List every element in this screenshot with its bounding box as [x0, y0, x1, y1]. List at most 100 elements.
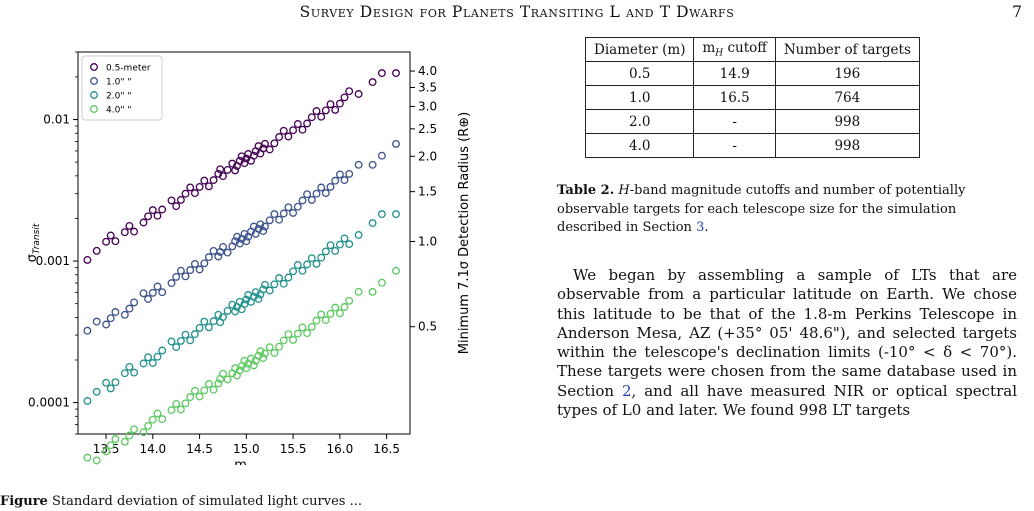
data-point — [284, 203, 293, 212]
data-point — [321, 106, 330, 115]
table-caption-text: -band magnitude cutoffs and number of po… — [557, 183, 966, 235]
data-point — [368, 287, 377, 296]
data-point — [354, 160, 363, 169]
data-point — [307, 254, 316, 263]
data-point — [275, 215, 284, 224]
data-point — [181, 399, 190, 408]
data-point — [392, 139, 400, 148]
table-cell: 998 — [774, 109, 920, 134]
data-point — [270, 348, 279, 357]
x-tick-label: 14.0 — [139, 442, 166, 456]
data-point — [186, 336, 195, 345]
data-point — [200, 176, 209, 185]
data-point — [392, 210, 400, 219]
data-point — [392, 266, 400, 275]
data-point — [172, 202, 181, 211]
data-point — [261, 222, 269, 231]
data-point — [223, 375, 232, 384]
x-tick-label: 15.0 — [233, 442, 260, 456]
data-point — [265, 145, 274, 154]
data-point — [125, 362, 134, 371]
body-text: We began by assembling a sample of LTs t… — [557, 266, 1017, 420]
data-point — [345, 296, 354, 305]
data-point — [92, 387, 101, 396]
data-point — [144, 212, 153, 221]
data-point — [251, 288, 260, 297]
data-point — [190, 259, 199, 268]
data-point — [303, 260, 312, 269]
data-point — [181, 189, 190, 198]
data-point — [204, 323, 213, 332]
data-point — [181, 272, 190, 281]
data-point — [125, 221, 134, 230]
data-point — [331, 303, 340, 312]
data-point — [321, 316, 330, 325]
data-point — [106, 314, 115, 323]
data-point — [270, 280, 279, 289]
targets-table-wrap: Diameter (m) mH cutoff Number of targets 0… — [584, 37, 920, 158]
data-point — [186, 393, 195, 402]
y-axis-label: σTransit — [25, 223, 42, 262]
data-point — [102, 320, 111, 329]
data-point — [209, 176, 218, 185]
data-point — [214, 169, 223, 178]
data-point — [345, 169, 354, 178]
data-point — [223, 306, 232, 315]
data-point — [279, 209, 288, 218]
x-tick-label: 13.5 — [93, 442, 120, 456]
data-point — [167, 196, 176, 205]
y-tick-label: 0.0001 — [28, 396, 70, 410]
data-point — [111, 308, 120, 316]
data-point — [298, 323, 307, 332]
data-point — [158, 205, 167, 214]
data-point — [190, 330, 199, 339]
data-point — [186, 266, 195, 275]
data-point — [144, 353, 153, 362]
data-point — [242, 364, 251, 373]
data-point — [167, 337, 176, 346]
table-cell: 16.5 — [693, 85, 776, 110]
data-point — [231, 166, 240, 175]
data-point — [209, 317, 218, 326]
data-point — [223, 248, 232, 257]
data-point — [130, 298, 139, 307]
data-point — [317, 310, 326, 319]
data-point — [120, 310, 129, 319]
legend-box — [81, 55, 163, 121]
data-point — [270, 210, 279, 219]
data-point — [209, 385, 218, 394]
data-point — [331, 246, 340, 255]
data-point — [219, 172, 227, 181]
figure-caption-label: Figure — [0, 494, 48, 509]
legend-label: 4.0" " — [106, 106, 131, 116]
data-point — [214, 379, 223, 388]
data-point — [176, 195, 185, 204]
data-point — [111, 237, 120, 246]
data-point — [190, 386, 199, 395]
data-point — [335, 240, 344, 249]
x-tick-label: 15.5 — [280, 442, 307, 456]
data-point — [125, 431, 134, 440]
data-point — [261, 349, 269, 358]
data-point — [92, 456, 101, 465]
table-cell: 998 — [774, 133, 920, 158]
data-point — [354, 231, 363, 239]
table-cell: 4.0 — [584, 133, 695, 158]
section-ref-link[interactable]: 3 — [696, 220, 705, 235]
page-number: 7 — [1012, 3, 1022, 21]
data-point — [377, 151, 386, 160]
y2-tick-label: 2.0 — [418, 149, 437, 163]
data-point — [158, 415, 167, 424]
x-axis-label: mH — [234, 458, 254, 465]
table-cell: 764 — [774, 85, 920, 110]
section-ref-link[interactable]: 2 — [622, 381, 632, 400]
y-tick-label: 0.01 — [43, 113, 70, 127]
data-point — [186, 183, 195, 192]
data-point — [354, 90, 363, 98]
data-point — [331, 105, 340, 114]
data-point — [275, 133, 284, 141]
table-cell: 196 — [774, 61, 920, 86]
running-head: Survey Design for Planets Transiting L a… — [0, 0, 1034, 26]
data-point — [298, 125, 307, 134]
data-point — [153, 211, 162, 220]
